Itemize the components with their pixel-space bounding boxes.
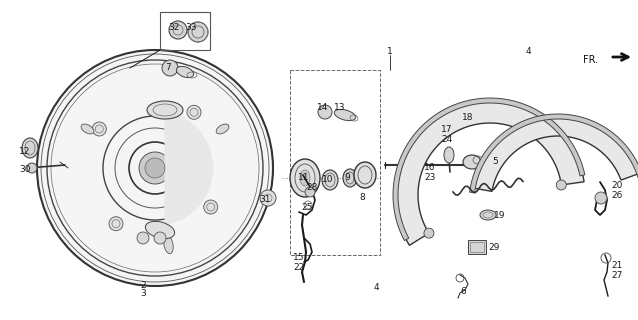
Text: 26: 26: [611, 191, 623, 201]
Text: 20: 20: [611, 181, 623, 190]
Text: 24: 24: [441, 135, 452, 145]
Circle shape: [424, 228, 434, 238]
Text: 31: 31: [259, 196, 271, 204]
Text: 28: 28: [306, 183, 318, 193]
Polygon shape: [165, 111, 213, 225]
Polygon shape: [395, 100, 584, 245]
Circle shape: [188, 22, 208, 42]
Text: 7: 7: [165, 63, 171, 73]
Text: 5: 5: [492, 157, 498, 166]
Circle shape: [145, 158, 165, 178]
Text: 3: 3: [140, 290, 146, 299]
Text: 19: 19: [494, 212, 506, 220]
Text: 22: 22: [293, 262, 304, 271]
Text: 21: 21: [611, 261, 623, 270]
Text: 32: 32: [168, 22, 180, 31]
Text: 17: 17: [441, 125, 453, 134]
Bar: [468, 240, 486, 254]
Circle shape: [162, 60, 178, 76]
Circle shape: [260, 190, 276, 206]
Polygon shape: [393, 98, 585, 241]
Text: 18: 18: [463, 114, 474, 123]
Ellipse shape: [147, 101, 183, 119]
Circle shape: [187, 105, 201, 119]
Circle shape: [137, 232, 149, 244]
Circle shape: [109, 217, 123, 231]
Bar: [290, 70, 380, 255]
Circle shape: [139, 152, 171, 184]
Text: 13: 13: [334, 102, 346, 111]
Ellipse shape: [216, 124, 229, 134]
Circle shape: [595, 192, 607, 204]
Text: 23: 23: [424, 173, 436, 182]
Text: 12: 12: [19, 148, 31, 156]
Text: 16: 16: [424, 164, 436, 172]
Ellipse shape: [334, 109, 356, 121]
Text: 1: 1: [387, 47, 393, 57]
Ellipse shape: [480, 210, 496, 220]
Text: FR.: FR.: [583, 55, 598, 65]
Circle shape: [27, 163, 37, 173]
Text: 33: 33: [185, 22, 197, 31]
Text: 11: 11: [298, 173, 310, 182]
Polygon shape: [470, 114, 638, 193]
Ellipse shape: [343, 169, 357, 187]
Ellipse shape: [444, 147, 454, 163]
Text: 29: 29: [488, 244, 500, 252]
Ellipse shape: [145, 221, 175, 239]
Circle shape: [305, 187, 315, 197]
Circle shape: [204, 200, 218, 214]
Text: 25: 25: [301, 204, 313, 212]
Text: 9: 9: [344, 173, 350, 182]
Ellipse shape: [176, 66, 193, 78]
Bar: [470, 242, 484, 252]
Text: 30: 30: [19, 165, 31, 174]
Ellipse shape: [22, 138, 38, 158]
Text: 8: 8: [359, 194, 365, 203]
Circle shape: [154, 232, 166, 244]
Ellipse shape: [300, 170, 310, 186]
Text: 6: 6: [460, 287, 466, 297]
Text: 10: 10: [322, 175, 334, 185]
Text: 4: 4: [373, 283, 379, 292]
Ellipse shape: [463, 155, 481, 169]
Text: 14: 14: [317, 102, 329, 111]
Circle shape: [37, 50, 273, 286]
Text: 15: 15: [293, 253, 305, 262]
Ellipse shape: [81, 124, 94, 134]
Ellipse shape: [164, 236, 174, 254]
Circle shape: [556, 180, 567, 190]
Circle shape: [169, 21, 187, 39]
Ellipse shape: [290, 159, 320, 197]
Text: 4: 4: [525, 47, 531, 57]
Text: 27: 27: [611, 271, 623, 281]
Ellipse shape: [322, 170, 338, 190]
Circle shape: [318, 105, 332, 119]
Ellipse shape: [354, 162, 376, 188]
Text: 2: 2: [140, 281, 146, 290]
Polygon shape: [472, 116, 638, 191]
Bar: [160, 12, 210, 50]
Circle shape: [93, 122, 107, 136]
